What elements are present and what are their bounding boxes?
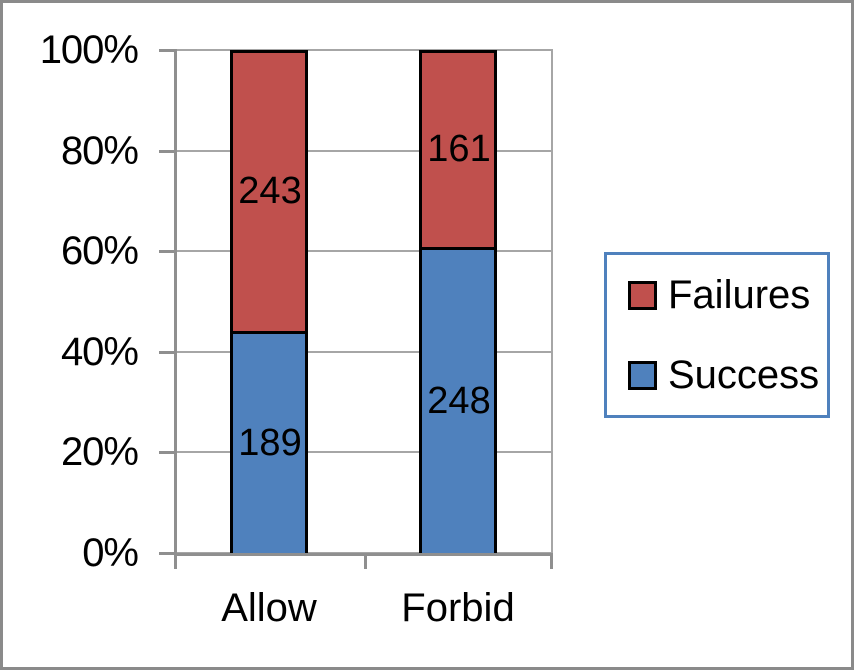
y-axis-tick: [159, 451, 174, 454]
data-label-failures-forbid: 161: [427, 128, 491, 170]
y-axis-tick: [159, 552, 174, 555]
legend-label-failures: Failures: [668, 273, 811, 317]
gridline: [174, 150, 553, 152]
bar-forbid[interactable]: [419, 50, 497, 553]
y-tick-label: 80%: [60, 129, 139, 173]
x-axis-tick: [550, 553, 553, 569]
y-axis-tick: [159, 351, 174, 354]
bar-allow[interactable]: [230, 50, 308, 553]
data-label-success-allow: 189: [238, 422, 302, 464]
y-axis-line: [174, 49, 177, 556]
data-label-success-forbid: 248: [427, 380, 491, 422]
y-tick-label: 100%: [39, 28, 139, 72]
legend-marker-failures: [628, 280, 657, 310]
legend-label-success: Success: [668, 353, 820, 397]
y-tick-label: 0%: [82, 531, 139, 575]
y-axis-tick: [159, 150, 174, 153]
gridline: [174, 451, 553, 453]
x-tick-label-allow: Allow: [221, 586, 317, 630]
legend-marker-success: [628, 360, 657, 390]
gridline: [174, 49, 553, 51]
bar-segment-failures-forbid[interactable]: [422, 53, 494, 247]
x-tick-label-forbid: Forbid: [401, 586, 515, 630]
y-axis-tick: [159, 49, 174, 52]
y-tick-label: 40%: [60, 330, 139, 374]
y-axis-tick: [159, 250, 174, 253]
legend-item-failures[interactable]: Failures: [628, 275, 827, 315]
legend[interactable]: Failures Success: [604, 252, 830, 418]
data-label-failures-allow: 243: [238, 170, 302, 212]
gridline: [174, 552, 553, 554]
bar-segment-success-forbid[interactable]: [422, 247, 494, 553]
plot-right-border: [551, 50, 553, 553]
x-axis-tick: [364, 553, 367, 569]
x-axis-line: [174, 553, 553, 556]
y-tick-label: 60%: [60, 229, 139, 273]
x-axis-tick: [174, 553, 177, 569]
bar-segment-failures-allow[interactable]: [233, 53, 305, 331]
legend-item-success[interactable]: Success: [628, 355, 827, 395]
gridline: [174, 250, 553, 252]
bar-segment-success-allow[interactable]: [233, 331, 305, 553]
y-tick-label: 20%: [60, 430, 139, 474]
gridline: [174, 351, 553, 353]
